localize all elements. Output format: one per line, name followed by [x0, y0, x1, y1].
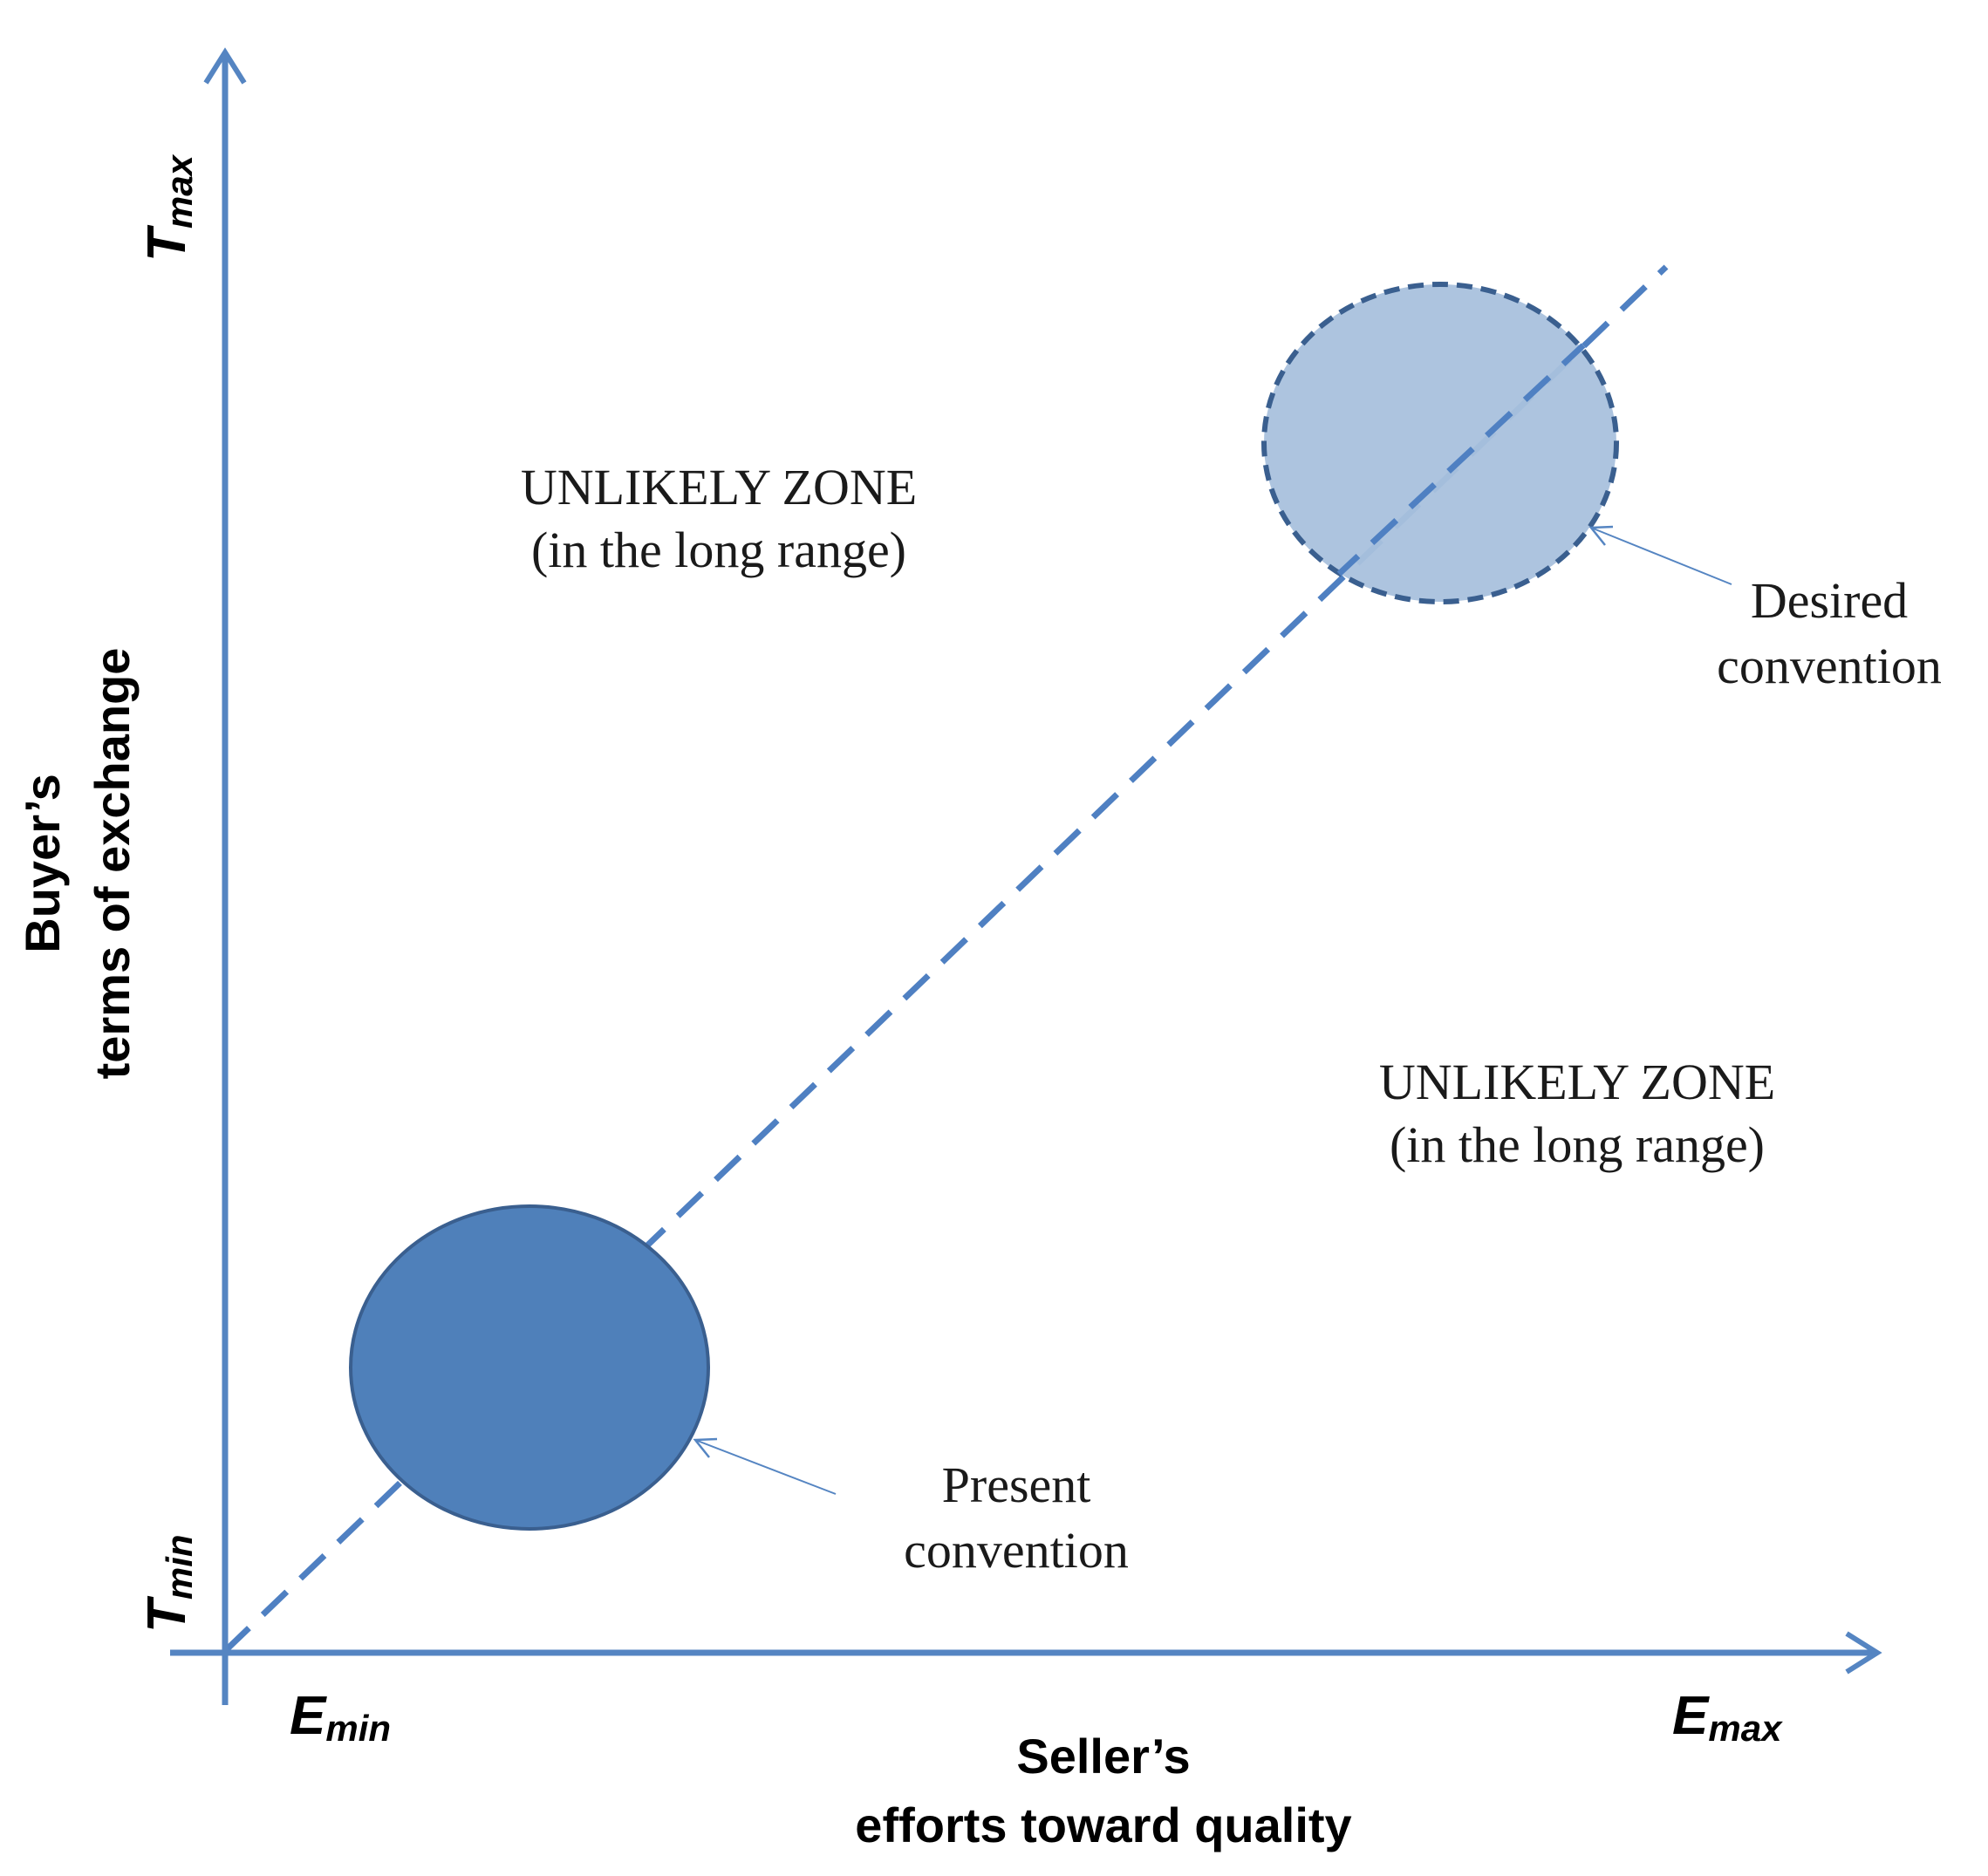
y-min-label: Tmin [137, 1534, 200, 1633]
upper-zone-title: UNLIKELY ZONE [521, 459, 917, 515]
upper-zone-subtitle: (in the long range) [531, 522, 906, 578]
x-axis-title-line1: Seller’s [1016, 1729, 1190, 1784]
x-min-label: Emin [290, 1686, 391, 1749]
x-axis-title-line2: efforts toward quality [855, 1798, 1351, 1852]
lower-zone-subtitle: (in the long range) [1390, 1116, 1765, 1173]
convention-diagonal-overlay [1336, 343, 1586, 576]
present-convention-label-line1: Present [942, 1456, 1091, 1513]
lower-zone-title: UNLIKELY ZONE [1379, 1054, 1775, 1110]
x-axis-arrowhead [1845, 1631, 1882, 1675]
x-axis [170, 1631, 1882, 1675]
y-max-label: Tmax [137, 153, 200, 262]
y-axis [203, 47, 247, 1705]
desired-convention-circle [1261, 282, 1619, 604]
desired-pointer [1588, 525, 1732, 585]
desired-convention-label-line1: Desired [1751, 572, 1908, 629]
y-axis-arrowhead [203, 47, 247, 85]
y-axis-title-line1: Buyer’s [15, 774, 70, 952]
present-convention-circle [349, 1204, 710, 1531]
desired-convention-label-line2: convention [1717, 638, 1942, 694]
present-convention-label-line2: convention [904, 1522, 1129, 1579]
x-max-label: Emax [1672, 1686, 1783, 1749]
present-pointer [693, 1437, 837, 1495]
y-axis-title-line2: terms of exchange [85, 648, 140, 1080]
